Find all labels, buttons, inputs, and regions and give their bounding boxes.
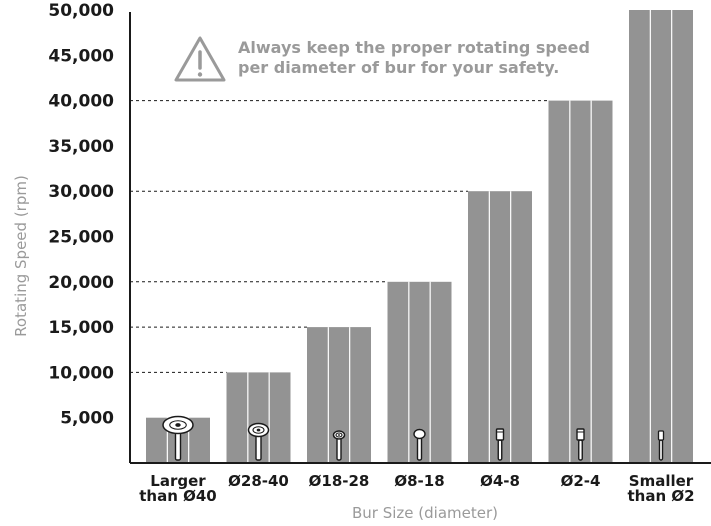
bur-head-hub: [338, 434, 340, 436]
x-tick-label-line: Ø28-40: [228, 472, 289, 490]
bar: [548, 100, 613, 463]
y-tick-label: 10,000: [48, 363, 114, 383]
x-tick-label-line: than Ø2: [627, 487, 694, 505]
x-tick-label: Ø8-18: [394, 472, 444, 490]
small-disc-bur-icon: [332, 430, 346, 440]
x-tick-label: Ø18-28: [309, 472, 370, 490]
y-tick-label: 25,000: [48, 228, 114, 248]
y-tick-label: 5,000: [60, 409, 114, 429]
bur-head-ring: [252, 426, 265, 434]
x-tick-label: Ø28-40: [228, 472, 289, 490]
x-tick-label-line: Smaller: [629, 472, 694, 490]
y-tick-label: 20,000: [48, 273, 114, 293]
x-tick-label: Smaller than Ø2: [627, 472, 694, 505]
x-tick-label-line: Ø2-4: [561, 472, 601, 490]
bar: [629, 10, 693, 463]
safety-notice-line-2: per diameter of bur for your safety.: [238, 58, 559, 77]
warning-triangle-icon: [174, 36, 226, 82]
x-tick-label-line: Ø4-8: [480, 472, 520, 490]
x-tick-label: Ø4-8: [480, 472, 520, 490]
cylinder-bur-icon: [495, 428, 505, 441]
x-tick-label-line: Ø8-18: [394, 472, 444, 490]
bur-head-hub: [175, 423, 181, 427]
bur-shank: [578, 439, 583, 461]
y-tick-label: 35,000: [48, 137, 114, 157]
bar: [468, 191, 532, 463]
reference-lines: [130, 100, 549, 373]
bur-head-hub: [256, 428, 261, 432]
cylinder-bur-icon: [576, 428, 585, 441]
bur-shank: [497, 439, 503, 461]
y-tick-label: 50,000: [48, 1, 114, 21]
bur-shank: [658, 439, 664, 461]
y-axis-title: Rotating Speed (rpm): [12, 175, 30, 337]
y-tick-label: 40,000: [48, 92, 114, 112]
y-tick-label: 30,000: [48, 182, 114, 202]
round-bur-icon: [413, 428, 426, 440]
y-tick-label: 15,000: [48, 318, 114, 338]
large-disc-bur-icon: [162, 415, 194, 435]
bur-head-ring: [169, 420, 187, 430]
x-tick-label: Larger than Ø40: [139, 472, 217, 505]
bur-shank: [174, 429, 182, 461]
x-tick-label: Ø2-4: [561, 472, 601, 490]
bur-icons: [162, 415, 665, 461]
x-tick-label-line: Ø18-28: [309, 472, 370, 490]
x-tick-label-line: than Ø40: [139, 487, 217, 505]
x-axis-title: Bur Size (diameter): [352, 504, 498, 522]
x-tick-labels: Larger than Ø40 Ø28-40 Ø18-28 Ø8-18 Ø4-8 Ø2-4 S…: [139, 472, 694, 505]
bur-shank: [416, 436, 423, 461]
y-tick-labels: 5,000 10,000 15,000 20,000 25,000 30,000 35,00…: [48, 1, 114, 429]
x-tick-label-line: Larger: [150, 472, 206, 490]
bars: [146, 10, 693, 463]
y-tick-label: 45,000: [48, 46, 114, 66]
disc-bur-icon: [247, 422, 270, 438]
thin-cylinder-bur-icon: [657, 430, 665, 441]
safety-notice-line-1: Always keep the proper rotating speed: [238, 38, 590, 57]
bur-head-ring: [335, 432, 343, 438]
